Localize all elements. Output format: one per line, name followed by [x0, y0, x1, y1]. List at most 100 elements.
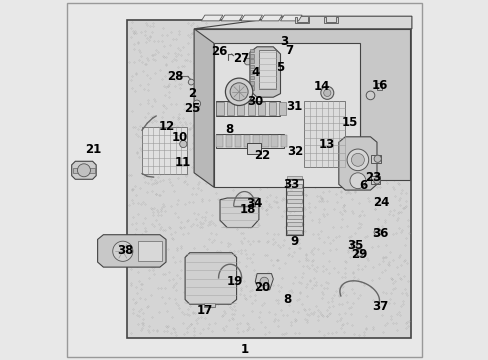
Text: 33: 33	[283, 178, 299, 191]
Polygon shape	[194, 29, 409, 180]
Circle shape	[188, 79, 194, 85]
Polygon shape	[249, 70, 254, 74]
Polygon shape	[286, 176, 302, 180]
Polygon shape	[249, 54, 254, 58]
Polygon shape	[249, 47, 280, 97]
Bar	[244, 135, 250, 147]
Polygon shape	[249, 49, 254, 52]
Bar	[234, 135, 241, 147]
Text: 22: 22	[253, 149, 269, 162]
Text: 13: 13	[319, 138, 335, 150]
Text: 27: 27	[232, 52, 248, 65]
Polygon shape	[249, 81, 254, 85]
Circle shape	[351, 242, 356, 248]
Polygon shape	[72, 161, 96, 179]
Bar	[216, 135, 223, 147]
Bar	[258, 102, 265, 115]
Polygon shape	[249, 86, 254, 90]
Text: 5: 5	[276, 61, 284, 74]
Polygon shape	[194, 16, 411, 29]
Text: 18: 18	[239, 203, 255, 216]
Text: 14: 14	[313, 80, 329, 93]
Bar	[237, 102, 244, 115]
Polygon shape	[286, 184, 302, 188]
Text: 24: 24	[372, 196, 388, 209]
Polygon shape	[249, 76, 254, 79]
Bar	[370, 176, 380, 184]
Circle shape	[349, 173, 365, 189]
Bar	[279, 102, 285, 115]
Text: 31: 31	[285, 100, 302, 113]
Bar	[247, 143, 261, 154]
Text: 29: 29	[351, 248, 367, 261]
Circle shape	[77, 164, 90, 177]
Circle shape	[113, 241, 133, 261]
Polygon shape	[201, 15, 223, 21]
Text: 6: 6	[359, 179, 366, 192]
Polygon shape	[249, 65, 254, 68]
Polygon shape	[185, 253, 236, 304]
Circle shape	[351, 153, 364, 166]
Bar	[216, 102, 223, 115]
Bar	[252, 135, 259, 147]
Text: 30: 30	[246, 95, 263, 108]
Text: 32: 32	[286, 145, 303, 158]
Polygon shape	[98, 235, 166, 267]
Polygon shape	[286, 222, 302, 226]
Bar	[73, 168, 95, 173]
Circle shape	[346, 149, 368, 171]
Bar	[215, 134, 284, 148]
Circle shape	[355, 249, 363, 256]
Text: 38: 38	[117, 244, 133, 257]
Polygon shape	[338, 137, 376, 190]
Polygon shape	[249, 59, 254, 63]
Circle shape	[373, 229, 381, 236]
Text: 12: 12	[159, 120, 175, 132]
Bar	[215, 101, 280, 116]
Text: 26: 26	[211, 45, 227, 58]
Polygon shape	[213, 43, 359, 187]
Bar	[247, 102, 254, 115]
Text: 28: 28	[167, 70, 183, 83]
Circle shape	[225, 78, 252, 105]
Bar	[138, 241, 162, 261]
Polygon shape	[255, 274, 273, 290]
Text: 20: 20	[253, 281, 269, 294]
Text: 9: 9	[289, 235, 298, 248]
Polygon shape	[280, 15, 302, 21]
Circle shape	[320, 86, 333, 99]
Polygon shape	[286, 207, 302, 211]
Circle shape	[230, 83, 247, 101]
Bar	[268, 102, 275, 115]
Text: 11: 11	[175, 156, 191, 169]
Polygon shape	[241, 15, 262, 21]
Polygon shape	[286, 192, 302, 195]
Bar	[258, 50, 276, 89]
Circle shape	[179, 140, 186, 148]
Bar	[370, 155, 381, 163]
Circle shape	[193, 100, 200, 107]
Text: 36: 36	[372, 227, 388, 240]
Polygon shape	[221, 15, 242, 21]
Bar	[376, 83, 382, 90]
Text: 7: 7	[285, 44, 293, 57]
Circle shape	[366, 91, 374, 100]
Polygon shape	[294, 17, 309, 23]
Polygon shape	[286, 199, 302, 203]
Text: 35: 35	[346, 239, 363, 252]
Text: 3: 3	[280, 35, 287, 48]
Text: 8: 8	[283, 293, 291, 306]
Text: 34: 34	[246, 197, 262, 210]
Text: 37: 37	[372, 300, 388, 313]
Text: 2: 2	[188, 87, 196, 100]
Bar	[285, 179, 303, 235]
Bar	[262, 135, 268, 147]
Text: 23: 23	[365, 171, 381, 184]
Polygon shape	[286, 215, 302, 219]
Polygon shape	[244, 58, 251, 65]
Polygon shape	[194, 29, 213, 187]
Polygon shape	[260, 15, 282, 21]
Circle shape	[260, 277, 268, 286]
Polygon shape	[323, 17, 337, 23]
Bar	[303, 101, 345, 167]
